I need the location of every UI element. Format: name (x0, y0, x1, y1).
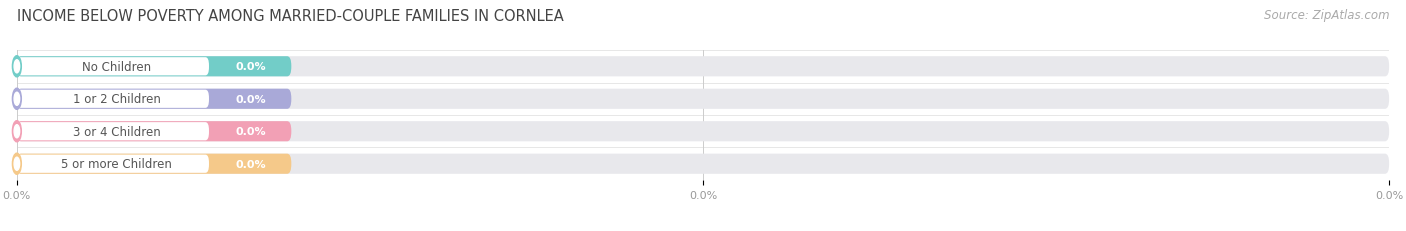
Circle shape (14, 158, 20, 170)
FancyBboxPatch shape (17, 90, 209, 108)
FancyBboxPatch shape (17, 154, 291, 174)
Circle shape (13, 153, 21, 175)
FancyBboxPatch shape (17, 123, 209, 141)
Circle shape (13, 56, 21, 78)
Text: Source: ZipAtlas.com: Source: ZipAtlas.com (1264, 9, 1389, 22)
Text: 5 or more Children: 5 or more Children (62, 158, 172, 170)
FancyBboxPatch shape (17, 58, 209, 76)
FancyBboxPatch shape (17, 122, 291, 142)
Text: 0.0%: 0.0% (236, 127, 267, 137)
Text: 1 or 2 Children: 1 or 2 Children (73, 93, 160, 106)
Circle shape (13, 89, 21, 110)
Text: 3 or 4 Children: 3 or 4 Children (73, 125, 160, 138)
Text: INCOME BELOW POVERTY AMONG MARRIED-COUPLE FAMILIES IN CORNLEA: INCOME BELOW POVERTY AMONG MARRIED-COUPL… (17, 9, 564, 24)
Text: 0.0%: 0.0% (236, 62, 267, 72)
Circle shape (14, 93, 20, 106)
Text: 0.0%: 0.0% (236, 94, 267, 104)
Text: No Children: No Children (82, 61, 152, 73)
FancyBboxPatch shape (17, 154, 1389, 174)
Circle shape (14, 61, 20, 73)
Circle shape (13, 121, 21, 142)
FancyBboxPatch shape (17, 122, 1389, 142)
FancyBboxPatch shape (17, 57, 291, 77)
FancyBboxPatch shape (17, 155, 209, 173)
Circle shape (14, 125, 20, 138)
FancyBboxPatch shape (17, 57, 1389, 77)
FancyBboxPatch shape (17, 89, 291, 109)
FancyBboxPatch shape (17, 89, 1389, 109)
Text: 0.0%: 0.0% (236, 159, 267, 169)
